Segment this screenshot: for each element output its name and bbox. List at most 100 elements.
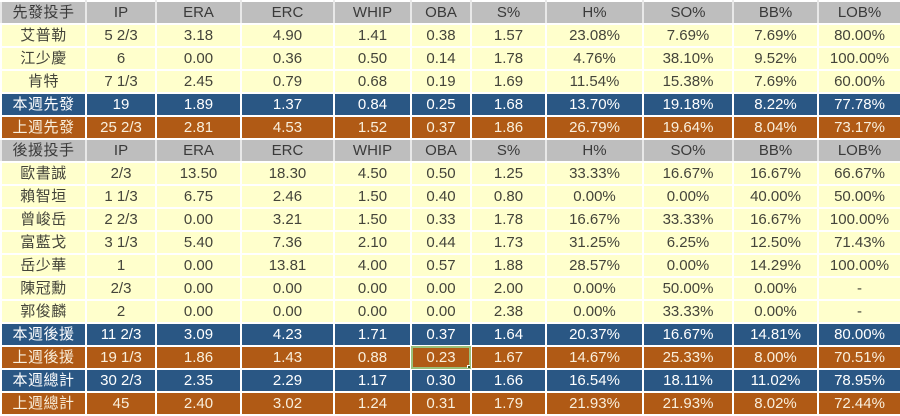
stat-value-cell[interactable]: 0.44: [410, 230, 472, 255]
stat-value-cell[interactable]: 1.69: [470, 69, 547, 94]
column-header-cell[interactable]: S%: [470, 0, 547, 25]
stat-value-cell[interactable]: 0.68: [333, 69, 412, 94]
row-label-cell[interactable]: 上週先發: [0, 115, 87, 140]
stat-value-cell[interactable]: 25.33%: [642, 345, 734, 370]
stat-value-cell[interactable]: 25 2/3: [85, 115, 157, 140]
stat-value-cell[interactable]: 11.54%: [545, 69, 644, 94]
stat-value-cell[interactable]: 7.69%: [732, 23, 819, 48]
stat-value-cell[interactable]: 2/3: [85, 161, 157, 186]
stat-value-cell[interactable]: 0.00: [155, 207, 242, 232]
stat-value-cell[interactable]: 1.50: [333, 207, 412, 232]
stat-value-cell[interactable]: 14.81%: [732, 322, 819, 347]
section-label-cell[interactable]: 先發投手: [0, 0, 87, 25]
section-label-cell[interactable]: 後援投手: [0, 138, 87, 163]
stat-value-cell[interactable]: 0.38: [410, 23, 472, 48]
stat-value-cell[interactable]: 13.70%: [545, 92, 644, 117]
stat-value-cell[interactable]: 4.76%: [545, 46, 644, 71]
stat-value-cell[interactable]: 0.79: [240, 69, 335, 94]
row-label-cell[interactable]: 陳冠勳: [0, 276, 87, 301]
stat-value-cell[interactable]: 20.37%: [545, 322, 644, 347]
stat-value-cell[interactable]: 60.00%: [817, 69, 900, 94]
stat-value-cell[interactable]: 0.00%: [545, 276, 644, 301]
stat-value-cell[interactable]: 19 1/3: [85, 345, 157, 370]
stat-value-cell[interactable]: 0.00%: [642, 184, 734, 209]
stat-value-cell[interactable]: 0.00: [240, 299, 335, 324]
stat-value-cell[interactable]: 1: [85, 253, 157, 278]
stat-value-cell[interactable]: 38.10%: [642, 46, 734, 71]
stat-value-cell[interactable]: 0.84: [333, 92, 412, 117]
stat-value-cell[interactable]: 0.36: [240, 46, 335, 71]
stat-value-cell[interactable]: 8.04%: [732, 115, 819, 140]
stat-value-cell[interactable]: 3 1/3: [85, 230, 157, 255]
stat-value-cell[interactable]: 1.57: [470, 23, 547, 48]
column-header-cell[interactable]: WHIP: [333, 0, 412, 25]
stat-value-cell[interactable]: 1.73: [470, 230, 547, 255]
stat-value-cell[interactable]: 26.79%: [545, 115, 644, 140]
stat-value-cell[interactable]: 6.25%: [642, 230, 734, 255]
stat-value-cell[interactable]: 14.67%: [545, 345, 644, 370]
row-label-cell[interactable]: 岳少華: [0, 253, 87, 278]
row-label-cell[interactable]: 本週先發: [0, 92, 87, 117]
column-header-cell[interactable]: ERA: [155, 138, 242, 163]
stat-value-cell[interactable]: 0.31: [410, 391, 472, 416]
stat-value-cell[interactable]: 2.40: [155, 391, 242, 416]
row-label-cell[interactable]: 肯特: [0, 69, 87, 94]
stat-value-cell[interactable]: 2.00: [470, 276, 547, 301]
stat-value-cell[interactable]: 16.67%: [545, 207, 644, 232]
column-header-cell[interactable]: WHIP: [333, 138, 412, 163]
stat-value-cell[interactable]: 21.93%: [545, 391, 644, 416]
stat-value-cell[interactable]: 23.08%: [545, 23, 644, 48]
stat-value-cell[interactable]: 33.33%: [642, 299, 734, 324]
column-header-cell[interactable]: IP: [85, 138, 157, 163]
stat-value-cell[interactable]: 0.00: [410, 276, 472, 301]
stat-value-cell[interactable]: 77.78%: [817, 92, 900, 117]
stat-value-cell[interactable]: 12.50%: [732, 230, 819, 255]
column-header-cell[interactable]: H%: [545, 0, 644, 25]
stat-value-cell[interactable]: 0.33: [410, 207, 472, 232]
stat-value-cell[interactable]: 0.00: [240, 276, 335, 301]
stat-value-cell[interactable]: 50.00%: [817, 184, 900, 209]
stat-value-cell[interactable]: 1.86: [470, 115, 547, 140]
stat-value-cell[interactable]: 1.41: [333, 23, 412, 48]
stat-value-cell[interactable]: 0.25: [410, 92, 472, 117]
stat-value-cell[interactable]: 15.38%: [642, 69, 734, 94]
stat-value-cell[interactable]: 0.88: [333, 345, 412, 370]
stat-value-cell[interactable]: 1.78: [470, 46, 547, 71]
stat-value-cell[interactable]: 1.66: [470, 368, 547, 393]
stat-value-cell[interactable]: 2.35: [155, 368, 242, 393]
stat-value-cell[interactable]: 4.00: [333, 253, 412, 278]
stat-value-cell[interactable]: 0.14: [410, 46, 472, 71]
column-header-cell[interactable]: ERC: [240, 138, 335, 163]
stat-value-cell[interactable]: 13.50: [155, 161, 242, 186]
stat-value-cell[interactable]: 18.11%: [642, 368, 734, 393]
stat-value-cell[interactable]: 18.30: [240, 161, 335, 186]
stat-value-cell[interactable]: 5 2/3: [85, 23, 157, 48]
stat-value-cell[interactable]: 0.00: [410, 299, 472, 324]
stat-value-cell[interactable]: 0.37: [410, 322, 472, 347]
stat-value-cell[interactable]: 4.53: [240, 115, 335, 140]
row-label-cell[interactable]: 歐書誠: [0, 161, 87, 186]
stat-value-cell[interactable]: 0.50: [333, 46, 412, 71]
stat-value-cell[interactable]: 33.33%: [642, 207, 734, 232]
row-label-cell[interactable]: 江少慶: [0, 46, 87, 71]
stat-value-cell[interactable]: 66.67%: [817, 161, 900, 186]
stat-value-cell[interactable]: 0.00%: [545, 184, 644, 209]
stat-value-cell[interactable]: 0.00: [155, 253, 242, 278]
stat-value-cell[interactable]: 4.50: [333, 161, 412, 186]
stat-value-cell[interactable]: 4.23: [240, 322, 335, 347]
column-header-cell[interactable]: OBA: [410, 138, 472, 163]
stat-value-cell[interactable]: 21.93%: [642, 391, 734, 416]
stat-value-cell[interactable]: 80.00%: [817, 23, 900, 48]
stat-value-cell[interactable]: 1.17: [333, 368, 412, 393]
stat-value-cell[interactable]: 71.43%: [817, 230, 900, 255]
stat-value-cell[interactable]: 33.33%: [545, 161, 644, 186]
stat-value-cell[interactable]: 0.00%: [732, 299, 819, 324]
stat-value-cell[interactable]: 3.18: [155, 23, 242, 48]
stat-value-cell[interactable]: 28.57%: [545, 253, 644, 278]
stat-value-cell[interactable]: 2.29: [240, 368, 335, 393]
stat-value-cell[interactable]: 1.24: [333, 391, 412, 416]
stat-value-cell[interactable]: 7.69%: [732, 69, 819, 94]
stat-value-cell[interactable]: 1.79: [470, 391, 547, 416]
stat-value-cell[interactable]: 0.00: [155, 276, 242, 301]
stat-value-cell[interactable]: 14.29%: [732, 253, 819, 278]
